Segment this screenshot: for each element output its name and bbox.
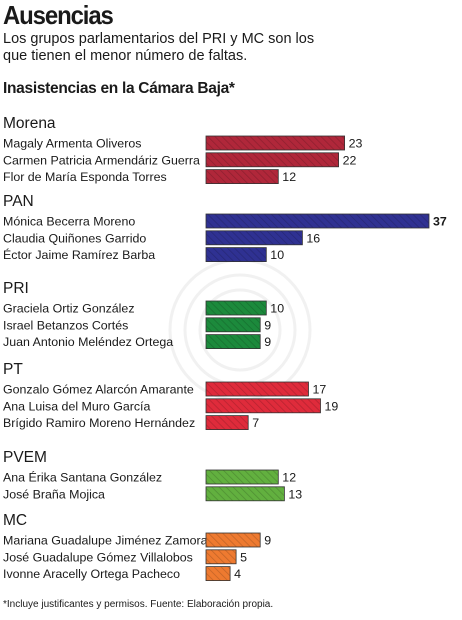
bar-category-label: Ana Érika Santana González xyxy=(3,470,162,485)
bar-category-label: Israel Betanzos Cortés xyxy=(3,318,128,332)
bar xyxy=(205,398,321,414)
bar xyxy=(205,381,309,397)
footnote: *Incluye justificantes y permisos. Fuent… xyxy=(3,599,274,610)
bar xyxy=(205,334,261,350)
bar xyxy=(205,135,346,151)
bar-value-label: 10 xyxy=(270,248,284,262)
bar-value-label: 9 xyxy=(264,318,271,332)
bar xyxy=(205,169,279,185)
bar-value-label: 16 xyxy=(306,231,320,245)
group-label-pri: PRI xyxy=(3,280,29,297)
bar-category-label: Claudia Quiñones Garrido xyxy=(3,231,146,245)
bar xyxy=(205,152,340,168)
bar-category-label: Graciela Ortiz González xyxy=(3,302,135,316)
group-label-pan: PAN xyxy=(3,193,34,210)
bar xyxy=(205,532,261,548)
bar xyxy=(205,486,285,502)
bar-value-label: 9 xyxy=(264,335,271,349)
bar-value-label: 19 xyxy=(325,399,339,413)
chart-heading: Inasistencias en la Cámara Baja* xyxy=(3,80,235,97)
bar-value-label: 23 xyxy=(349,137,363,151)
bar-category-label: Juan Antonio Meléndez Ortega xyxy=(3,335,173,349)
bar xyxy=(205,230,303,246)
bar-value-label: 17 xyxy=(313,383,327,397)
bar-value-label: 37 xyxy=(433,215,447,229)
bar-value-label: 22 xyxy=(343,153,357,167)
bar xyxy=(205,247,267,263)
bar xyxy=(205,300,267,316)
group-label-pt: PT xyxy=(3,361,23,378)
bar-category-label: Éctor Jaime Ramírez Barba xyxy=(3,247,155,262)
bar-category-label: Brígido Ramiro Moreno Hernández xyxy=(3,416,195,430)
bar xyxy=(205,317,261,333)
bar-value-label: 12 xyxy=(282,471,296,485)
bar-category-label: Magaly Armenta Oliveros xyxy=(3,137,141,151)
bar-category-label: Mariana Guadalupe Jiménez Zamora xyxy=(3,534,208,548)
bar-category-label: Ana Luisa del Muro García xyxy=(3,399,150,413)
group-label-morena: Morena xyxy=(3,115,56,132)
bar-value-label: 5 xyxy=(240,550,247,564)
bar xyxy=(205,566,231,581)
page-title: Ausencias xyxy=(3,0,114,30)
bar xyxy=(205,549,237,565)
bar-category-label: Flor de María Esponda Torres xyxy=(3,170,167,184)
bar-category-label: José Guadalupe Gómez Villalobos xyxy=(3,550,193,564)
bar-chart: Morena Magaly Armenta Oliveros 23 Carmen Pa… xyxy=(3,115,447,581)
bar-value-label: 12 xyxy=(282,170,296,184)
bar-value-label: 4 xyxy=(234,567,241,581)
group-label-pvem: PVEM xyxy=(3,449,47,466)
bar-value-label: 7 xyxy=(252,416,259,430)
bar-value-label: 10 xyxy=(270,302,284,316)
subtitle: Los grupos parlamentarios del PRI y MC s… xyxy=(3,31,315,64)
bar xyxy=(205,415,249,431)
bar-category-label: Mónica Becerra Moreno xyxy=(3,215,135,229)
bar-value-label: 13 xyxy=(288,487,302,501)
bar-value-label: 9 xyxy=(264,534,271,548)
bar-category-label: Carmen Patricia Armendáriz Guerra xyxy=(3,153,200,167)
bar-category-label: José Braña Mojica xyxy=(3,487,105,501)
bar-category-label: Gonzalo Gómez Alarcón Amarante xyxy=(3,383,194,397)
bar-category-label: Ivonne Aracelly Ortega Pacheco xyxy=(3,567,180,581)
bar xyxy=(205,213,430,229)
bar xyxy=(205,469,279,485)
group-label-mc: MC xyxy=(3,512,27,529)
